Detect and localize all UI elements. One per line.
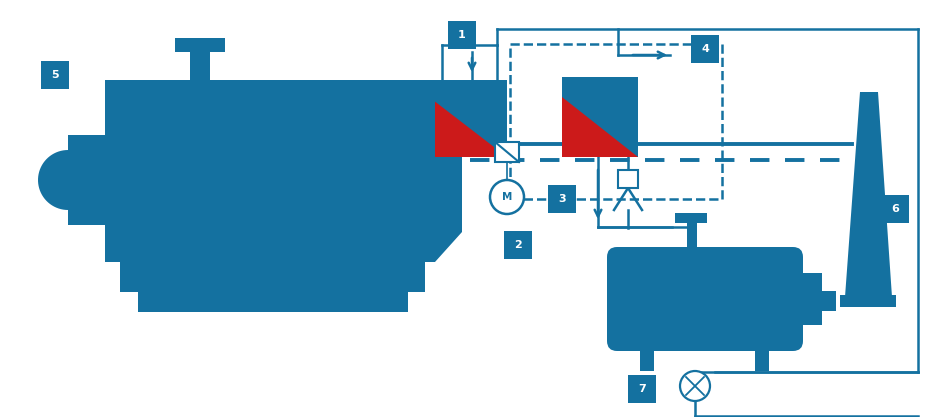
Text: 3: 3 — [558, 194, 566, 204]
Bar — [41, 61, 69, 89]
Text: 5: 5 — [51, 70, 58, 80]
Text: 7: 7 — [638, 384, 646, 394]
Bar — [687, 221, 697, 249]
Polygon shape — [562, 97, 638, 157]
Polygon shape — [435, 102, 507, 157]
Bar — [120, 262, 425, 292]
Bar — [618, 170, 638, 188]
Polygon shape — [435, 80, 462, 262]
Bar — [618, 170, 638, 188]
Bar — [510, 44, 722, 199]
Text: 4: 4 — [701, 44, 709, 54]
Bar — [548, 185, 576, 213]
Circle shape — [490, 180, 524, 214]
Bar — [448, 21, 476, 49]
Bar — [675, 213, 707, 223]
Polygon shape — [845, 92, 892, 297]
Bar — [628, 375, 656, 403]
Bar — [640, 339, 654, 371]
Bar — [175, 38, 225, 52]
Bar — [504, 231, 532, 259]
Bar — [691, 35, 719, 63]
Text: 6: 6 — [891, 204, 899, 214]
Bar — [105, 80, 435, 262]
Polygon shape — [38, 150, 68, 210]
Bar — [105, 80, 435, 107]
Bar — [190, 48, 210, 80]
Bar — [495, 142, 519, 162]
Bar — [68, 135, 106, 225]
Text: 2: 2 — [514, 240, 521, 250]
Bar — [435, 80, 507, 157]
Circle shape — [680, 371, 710, 401]
Text: M: M — [502, 192, 512, 202]
Bar — [562, 77, 638, 157]
Text: 1: 1 — [458, 30, 466, 40]
Bar — [881, 195, 909, 223]
Bar — [820, 291, 836, 311]
Bar — [840, 295, 896, 307]
Bar — [138, 290, 408, 312]
Bar — [790, 273, 822, 325]
Bar — [495, 142, 519, 162]
Bar — [755, 339, 769, 371]
FancyBboxPatch shape — [607, 247, 803, 351]
